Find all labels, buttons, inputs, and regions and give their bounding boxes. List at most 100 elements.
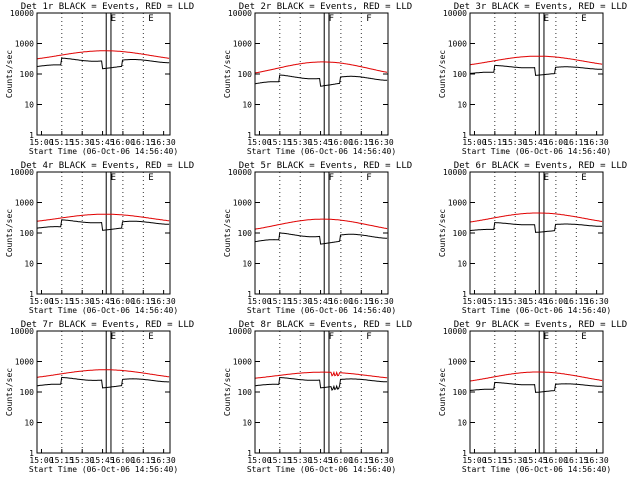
y-tick-label: 1 — [247, 449, 252, 458]
panel-det-6: Det 6r BLACK = Events, RED = LLD E E 1 10 100… — [438, 161, 627, 315]
x-tick-label: 15:15 — [50, 138, 74, 147]
x-tick-label: 15:15 — [268, 138, 292, 147]
panel-det-2: Det 2r BLACK = Events, RED = LLD F F 1 10 100… — [223, 2, 412, 156]
x-tick-label: 15:15 — [483, 297, 507, 306]
x-tick-label: 15:30 — [70, 456, 94, 465]
y-tick-label: 10 — [457, 260, 467, 269]
x-tick-label: 15:00 — [462, 138, 486, 147]
y-tick-label: 1 — [462, 449, 467, 458]
y-tick-label: 10 — [24, 260, 34, 269]
y-tick-label: 10 — [457, 101, 467, 110]
y-tick-label: 1 — [462, 290, 467, 299]
x-tick-label: 15:15 — [483, 456, 507, 465]
mode-marker: F — [366, 14, 371, 24]
y-axis-label: Counts/sec — [438, 50, 447, 98]
x-tick-label: 15:45 — [524, 456, 548, 465]
x-tick-label: 16:00 — [544, 138, 568, 147]
y-axis-label: Counts/sec — [5, 368, 14, 416]
x-axis-label: Start Time (06-Oct-06 14:56:40) — [29, 306, 178, 315]
x-tick-label: 15:45 — [91, 138, 115, 147]
panel-title: Det 4r BLACK = Events, RED = LLD — [21, 161, 194, 171]
mode-marker: E — [111, 332, 116, 342]
y-tick-label: 100 — [20, 70, 35, 79]
lld-series-line — [254, 61, 388, 74]
x-tick-label: 15:00 — [247, 138, 271, 147]
x-axis-label: Start Time (06-Oct-06 14:56:40) — [29, 465, 178, 474]
y-tick-label: 10000 — [443, 9, 467, 18]
plot-frame — [254, 330, 389, 454]
x-tick-label: 16:30 — [152, 138, 176, 147]
y-tick-label: 1000 — [448, 199, 467, 208]
events-series-line — [254, 74, 388, 87]
lld-series-line — [36, 50, 170, 60]
y-axis-label: Counts/sec — [5, 50, 14, 98]
x-tick-label: 16:15 — [131, 297, 155, 306]
lld-series-line — [469, 371, 603, 382]
y-tick-label: 10000 — [443, 327, 467, 336]
y-tick-label: 10 — [24, 419, 34, 428]
events-series-line — [36, 57, 170, 70]
panel-title: Det 2r BLACK = Events, RED = LLD — [239, 2, 412, 12]
y-tick-label: 1 — [247, 290, 252, 299]
y-axis-label: Counts/sec — [5, 209, 14, 257]
x-tick-label: 16:30 — [585, 456, 609, 465]
x-tick-label: 15:45 — [309, 297, 333, 306]
y-tick-label: 1000 — [15, 199, 34, 208]
plot-frame — [469, 12, 604, 136]
y-tick-label: 1 — [29, 290, 34, 299]
lld-series-line — [469, 212, 603, 223]
y-axis-label: Counts/sec — [223, 50, 232, 98]
x-tick-label: 16:30 — [370, 456, 394, 465]
y-tick-label: 10000 — [10, 168, 34, 177]
x-tick-label: 16:00 — [544, 297, 568, 306]
x-tick-label: 16:00 — [544, 456, 568, 465]
x-tick-label: 15:00 — [247, 456, 271, 465]
y-axis-label: Counts/sec — [438, 368, 447, 416]
y-tick-label: 10 — [242, 419, 252, 428]
panel-title: Det 1r BLACK = Events, RED = LLD — [21, 2, 194, 12]
x-tick-label: 15:00 — [247, 297, 271, 306]
mode-marker: E — [148, 14, 153, 24]
panel-det-5: Det 5r BLACK = Events, RED = LLD F F 1 10 100… — [223, 161, 412, 315]
x-tick-label: 15:15 — [50, 297, 74, 306]
x-tick-label: 16:00 — [111, 297, 135, 306]
x-axis-label: Start Time (06-Oct-06 14:56:40) — [247, 465, 396, 474]
x-tick-label: 16:15 — [131, 138, 155, 147]
x-tick-label: 15:45 — [91, 456, 115, 465]
x-tick-label: 16:15 — [349, 456, 373, 465]
lld-series-line — [254, 370, 388, 379]
y-tick-label: 100 — [238, 388, 253, 397]
plot-frame — [469, 171, 604, 295]
mode-marker: F — [329, 14, 334, 24]
x-axis-label: Start Time (06-Oct-06 14:56:40) — [247, 306, 396, 315]
mode-marker: E — [581, 14, 586, 24]
x-axis-label: Start Time (06-Oct-06 14:56:40) — [462, 465, 611, 474]
mode-marker: E — [544, 14, 549, 24]
y-tick-label: 10 — [242, 260, 252, 269]
x-tick-label: 15:15 — [483, 138, 507, 147]
x-tick-label: 16:30 — [152, 297, 176, 306]
x-tick-label: 15:00 — [29, 456, 53, 465]
y-tick-label: 1 — [29, 131, 34, 140]
panel-title: Det 5r BLACK = Events, RED = LLD — [239, 161, 412, 171]
y-tick-label: 10 — [457, 419, 467, 428]
y-tick-label: 1000 — [15, 358, 34, 367]
events-series-line — [36, 376, 170, 389]
mode-marker: F — [366, 332, 371, 342]
y-tick-label: 10000 — [10, 327, 34, 336]
y-tick-label: 10000 — [228, 327, 252, 336]
y-tick-label: 1000 — [448, 40, 467, 49]
x-tick-label: 16:15 — [349, 297, 373, 306]
x-tick-label: 16:00 — [329, 456, 353, 465]
y-tick-label: 10 — [242, 101, 252, 110]
plot-frame — [36, 330, 171, 454]
mode-marker: E — [111, 173, 116, 183]
y-axis-label: Counts/sec — [223, 209, 232, 257]
y-tick-label: 100 — [20, 229, 35, 238]
mode-marker: E — [544, 173, 549, 183]
panel-title: Det 3r BLACK = Events, RED = LLD — [454, 2, 627, 12]
x-tick-label: 15:30 — [70, 297, 94, 306]
x-tick-label: 15:45 — [524, 138, 548, 147]
x-tick-label: 15:00 — [29, 297, 53, 306]
panel-title: Det 6r BLACK = Events, RED = LLD — [454, 161, 627, 171]
